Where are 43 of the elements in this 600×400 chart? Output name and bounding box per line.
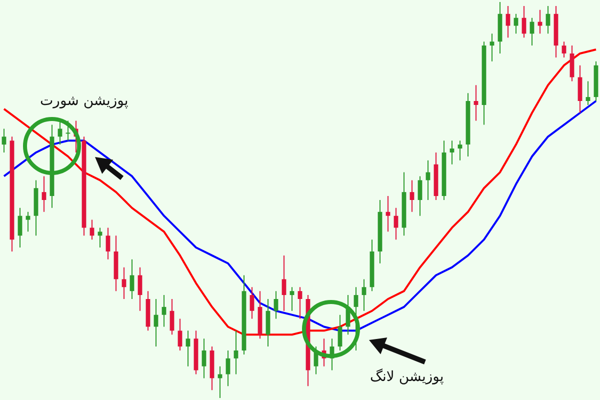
candlestick [450, 140, 454, 165]
candlestick [274, 290, 278, 320]
candlestick [58, 120, 62, 146]
candlestick [474, 84, 478, 122]
candlestick [90, 219, 94, 240]
candlestick [578, 64, 582, 114]
candlestick [298, 286, 302, 320]
candlestick [186, 330, 190, 367]
candlestick [218, 366, 222, 398]
candlestick [130, 258, 134, 300]
candlestick [338, 314, 342, 351]
candlestick [170, 298, 174, 336]
candlestick [18, 207, 22, 248]
candlestick [2, 128, 6, 153]
candlestick [26, 211, 30, 232]
candlestick [162, 294, 166, 328]
annotation: پوزیشن لانگ [370, 369, 444, 385]
candlestick [538, 9, 542, 34]
candlestick [98, 227, 102, 248]
candlestick [586, 80, 590, 106]
candlestick [106, 227, 110, 260]
candlestick [290, 286, 294, 312]
candlestick [178, 318, 182, 351]
candlestick [514, 13, 518, 34]
candlestick [386, 196, 390, 232]
candlestick [138, 266, 142, 312]
candlestick [362, 278, 366, 312]
candlestick [570, 45, 574, 82]
candlestick [506, 5, 510, 38]
candlestick [234, 330, 238, 375]
candlestick [458, 140, 462, 161]
candlestick [266, 298, 270, 348]
candlestick [490, 33, 494, 62]
candlestick [418, 176, 422, 216]
candlestick [202, 338, 206, 379]
annotation: پوزیشن شورت [40, 93, 128, 109]
candlestick [42, 176, 46, 212]
candlestick [562, 41, 566, 58]
candlestick [282, 254, 286, 312]
candlestick [122, 266, 126, 300]
candlestick [410, 180, 414, 212]
candlestick [250, 286, 254, 320]
candlestick [546, 5, 550, 34]
